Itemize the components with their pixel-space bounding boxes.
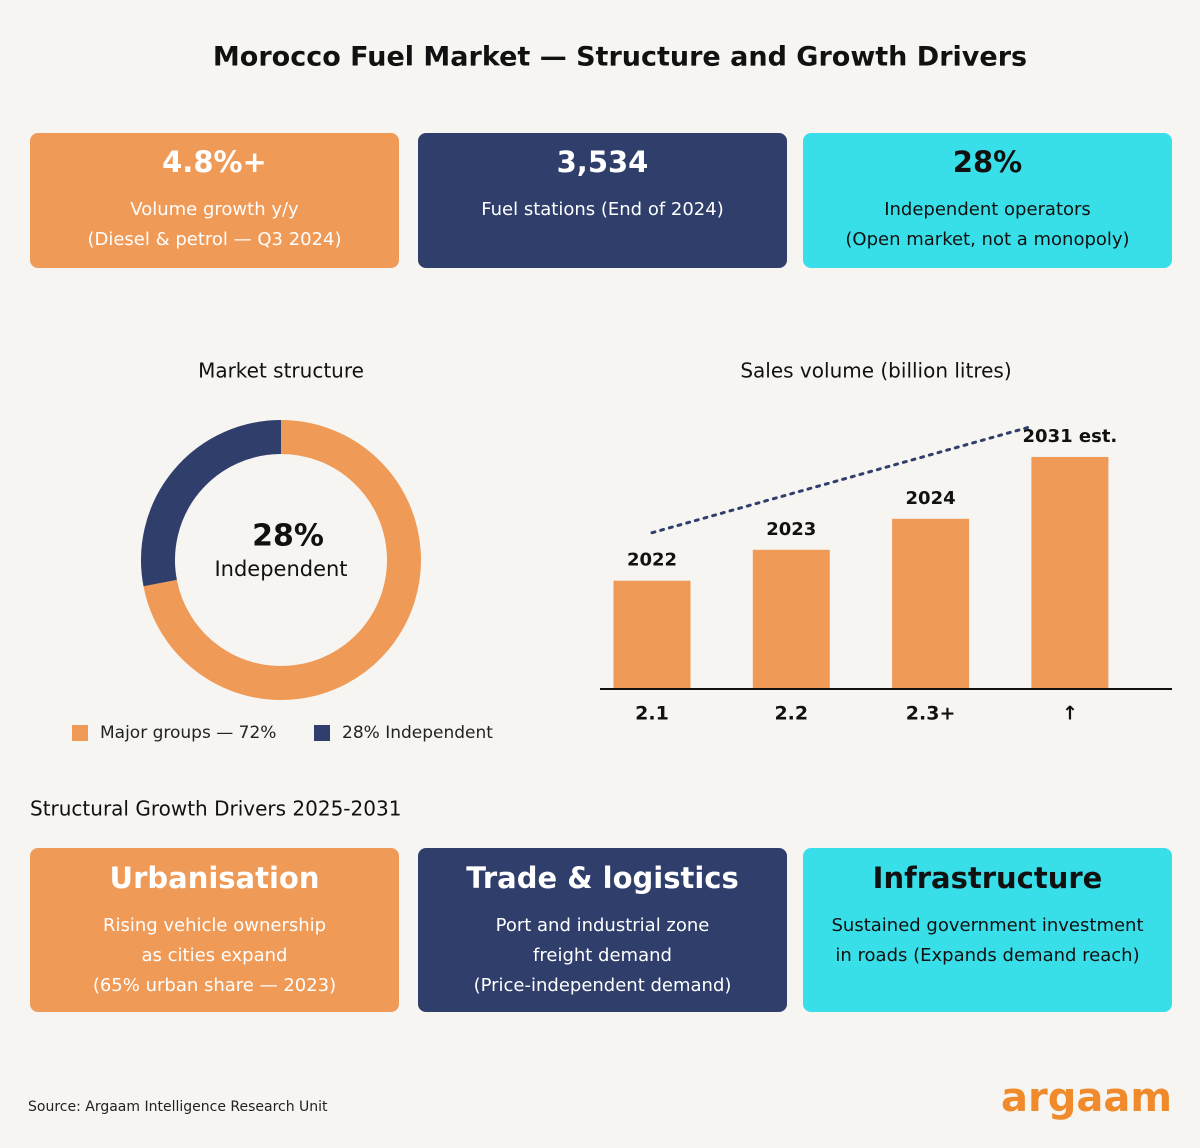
- bar-category: 2023: [766, 519, 816, 540]
- driver-card: [803, 848, 1172, 1012]
- kpi-value: 28%: [953, 145, 1022, 179]
- driver-text: as cities expand: [142, 945, 288, 966]
- bar-category: 2022: [627, 550, 677, 571]
- bar-category: 2031 est.: [1023, 426, 1118, 447]
- logo: argaam: [1001, 1075, 1172, 1121]
- driver-card: [30, 848, 399, 1012]
- driver-text: Sustained government investment: [831, 915, 1143, 936]
- chart-title: Market structure: [198, 359, 364, 383]
- kpi-label: Fuel stations (End of 2024): [481, 199, 723, 220]
- driver-text: (65% urban share — 2023): [93, 975, 336, 996]
- value-label: 2.1: [635, 703, 669, 725]
- bar-category: 2024: [906, 488, 956, 509]
- kpi-label: (Open market, not a monopoly): [845, 229, 1129, 250]
- value-label: 2.2: [774, 703, 808, 725]
- driver-text: in roads (Expands demand reach): [835, 945, 1139, 966]
- kpi-card: [30, 133, 399, 268]
- legend-swatch: [314, 725, 330, 741]
- driver-text: Rising vehicle ownership: [103, 915, 326, 936]
- value-label: 2.3+: [906, 703, 956, 725]
- kpi-card: [418, 133, 787, 268]
- driver-title: Trade & logistics: [466, 861, 738, 895]
- driver-title: Infrastructure: [873, 861, 1103, 895]
- driver-text: Port and industrial zone: [496, 915, 710, 936]
- driver-text: (Price-independent demand): [474, 975, 732, 996]
- kpi-value: 3,534: [557, 145, 649, 179]
- trend-line: [650, 425, 1032, 535]
- kpi-value: 4.8%+: [162, 145, 267, 179]
- driver-title: Urbanisation: [110, 861, 320, 895]
- source: Source: Argaam Intelligence Research Uni…: [28, 1099, 328, 1115]
- kpi-label: Independent operators: [884, 199, 1091, 220]
- bar: [892, 518, 970, 689]
- section-title: Structural Growth Drivers 2025-2031: [30, 797, 401, 821]
- page-title: Morocco Fuel Market — Structure and Grow…: [213, 42, 1027, 73]
- value-label: ↑: [1062, 703, 1078, 725]
- kpi-label: Volume growth y/y: [130, 199, 299, 220]
- donut-center-value: 28%: [252, 519, 324, 554]
- bar: [752, 549, 830, 689]
- legend-label: 28% Independent: [342, 723, 493, 743]
- bar: [1031, 456, 1109, 689]
- donut-segment: [143, 420, 421, 700]
- bar: [613, 580, 691, 689]
- driver-text: freight demand: [533, 945, 672, 966]
- driver-card: [418, 848, 787, 1012]
- legend-label: Major groups — 72%: [100, 723, 276, 743]
- kpi-card: [803, 133, 1172, 268]
- legend-swatch: [72, 725, 88, 741]
- donut-segment: [141, 420, 282, 587]
- donut-center-label: Independent: [214, 557, 347, 581]
- kpi-label: (Diesel & petrol — Q3 2024): [87, 229, 341, 250]
- chart-title: Sales volume (billion litres): [740, 359, 1011, 383]
